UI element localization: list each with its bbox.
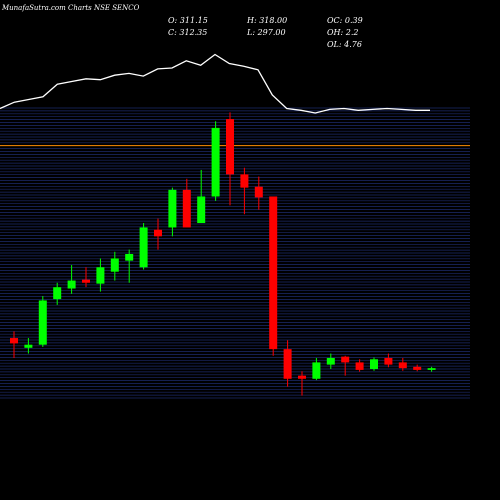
candle: [269, 196, 278, 356]
candle: [125, 249, 134, 283]
candle-body-up: [67, 280, 76, 289]
candle: [254, 176, 263, 210]
ol-value: OL: 4.76: [327, 40, 362, 49]
candle-body-down: [182, 189, 191, 228]
candle: [168, 187, 177, 237]
candle-body-down: [413, 366, 422, 370]
candle-body-down: [82, 279, 90, 283]
candle-body-up: [427, 368, 436, 370]
candle-body-up: [312, 362, 321, 379]
candle: [182, 178, 191, 228]
candle: [240, 167, 249, 215]
candle-body-up: [24, 344, 33, 348]
candle-body-down: [398, 362, 407, 369]
candle-body-up: [139, 227, 148, 268]
candle-body-up: [53, 287, 62, 300]
candle-body-down: [269, 196, 278, 350]
candle: [139, 223, 148, 270]
candle: [197, 169, 206, 224]
candle: [24, 338, 33, 354]
candle: [283, 340, 292, 387]
open-value: O: 311.15: [168, 16, 208, 25]
candle-body-down: [283, 349, 292, 379]
grid-lines: [0, 107, 470, 399]
candle-body-up: [168, 189, 177, 228]
overlay-line: [0, 53, 430, 114]
low-value: L: 297.00: [247, 28, 286, 37]
candle: [355, 359, 364, 372]
candle-body-up: [38, 300, 47, 345]
oh-value: OH: 2.2: [327, 28, 359, 37]
candle: [82, 267, 90, 288]
candle: [10, 331, 18, 358]
candle-body-down: [226, 119, 234, 175]
candle: [38, 296, 47, 347]
candle-body-down: [298, 375, 306, 379]
candle: [211, 121, 220, 201]
candle-body-up: [125, 254, 134, 261]
candle: [413, 364, 422, 372]
candle: [67, 265, 76, 294]
candle: [154, 218, 162, 250]
candle-body-up: [326, 357, 335, 365]
candle-body-down: [384, 357, 393, 365]
candle: [96, 258, 105, 292]
candle: [298, 371, 306, 396]
candle-body-up: [211, 127, 220, 197]
candle: [341, 355, 350, 376]
candle: [226, 112, 234, 206]
candle: [326, 353, 335, 370]
high-value: H: 318.00: [247, 16, 288, 25]
overlay-series-line: [0, 53, 430, 114]
candles: [10, 112, 436, 396]
candle-body-up: [110, 258, 119, 272]
candle-body-down: [341, 356, 350, 363]
candle-body-down: [355, 362, 364, 370]
candle: [427, 366, 436, 372]
close-value: C: 312.35: [168, 28, 208, 37]
candle-body-down: [254, 186, 263, 198]
candle-body-up: [197, 196, 206, 224]
candle-body-up: [96, 267, 105, 284]
candle: [53, 282, 62, 305]
chart-title: MunafaSutra.com Charts NSE SENCO: [2, 4, 140, 12]
candle-body-up: [370, 359, 378, 370]
candle-body-down: [10, 338, 18, 344]
candle: [384, 353, 393, 368]
candle: [370, 357, 378, 371]
candle: [312, 357, 321, 381]
oc-value: OC: 0.39: [327, 16, 363, 25]
candle: [110, 251, 119, 281]
candle-body-down: [154, 229, 162, 237]
candle: [398, 357, 407, 371]
candle-body-down: [240, 174, 249, 188]
